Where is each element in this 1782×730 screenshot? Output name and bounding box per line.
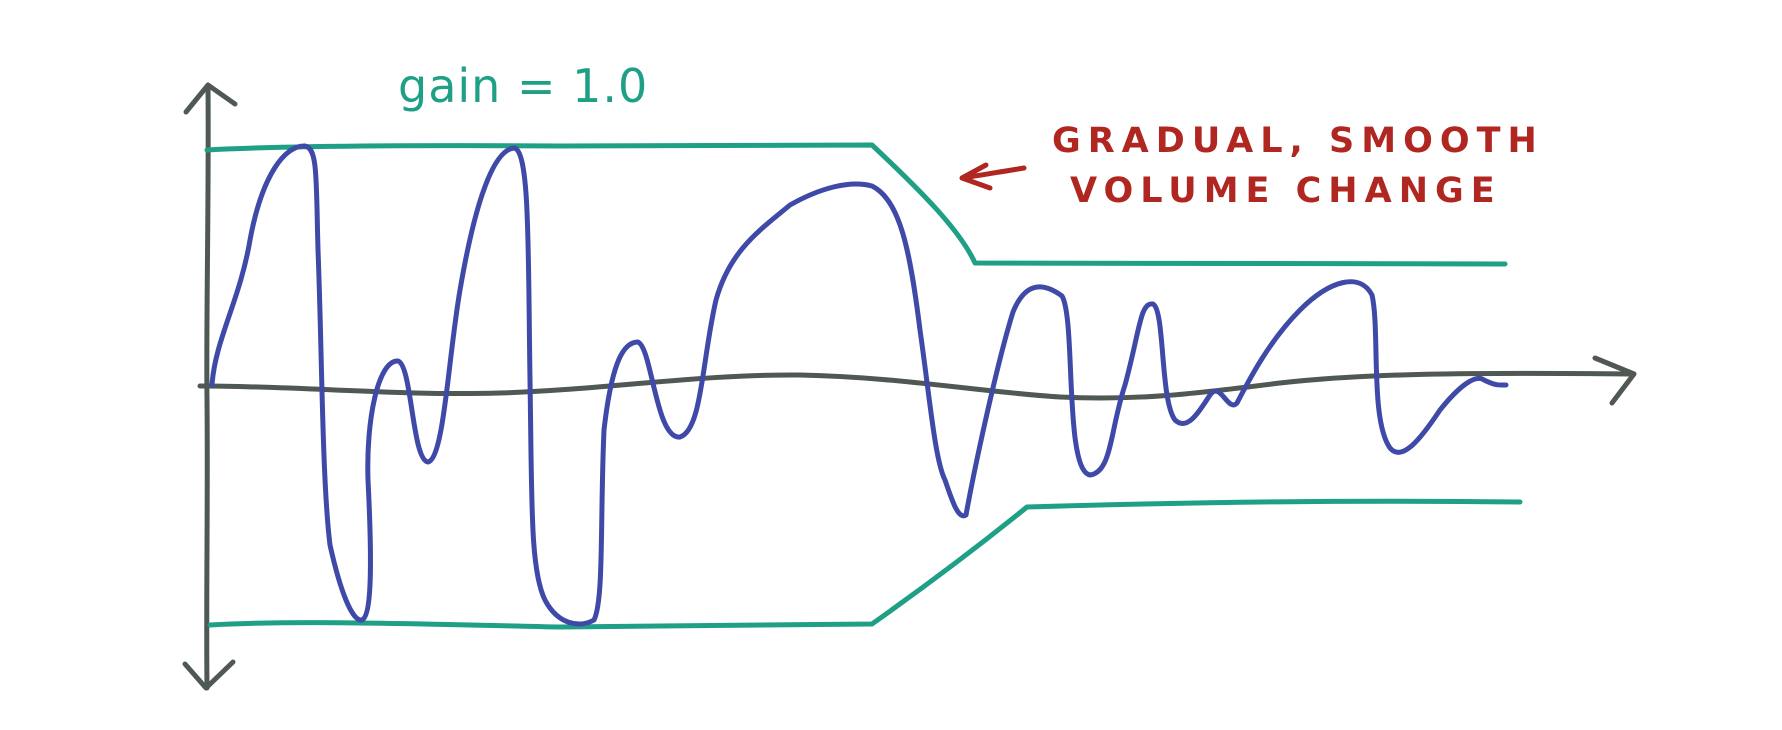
volume-note-line1: GRADUAL, SMOOTH: [1052, 121, 1544, 161]
volume-note-line2: VOLUME CHANGE: [1070, 171, 1502, 211]
annotation-arrow: [959, 162, 1027, 191]
waveform: [209, 143, 1509, 627]
vertical-axis-top-arrowhead: [183, 82, 238, 115]
vertical-axis-bottom-arrowhead: [182, 659, 236, 691]
gain-label: gain = 1.0: [398, 59, 648, 113]
vertical-axis: [182, 82, 238, 691]
envelope-top-line: [204, 142, 1508, 267]
envelope-bottom-line: [207, 498, 1523, 630]
annotation-arrow-head: [959, 162, 993, 191]
vertical-axis-line: [204, 83, 211, 691]
horizontal-axis-arrowhead: [1592, 355, 1637, 406]
horizontal-axis: [197, 355, 1637, 406]
horizontal-axis-line: [197, 370, 1635, 401]
gain-envelope: [204, 142, 1523, 630]
